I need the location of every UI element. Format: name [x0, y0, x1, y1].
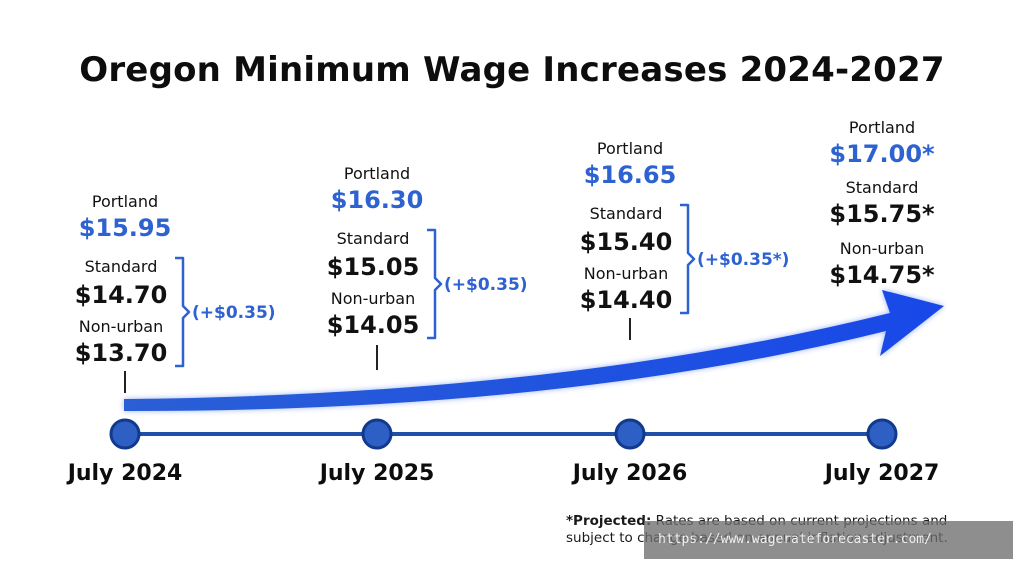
standard-value: $15.75* — [829, 200, 935, 228]
footnote-label: *Projected: — [566, 513, 652, 529]
nonurban-value: $13.70 — [75, 339, 168, 367]
portland-value: $16.30 — [331, 186, 424, 214]
timeline-node — [614, 418, 646, 450]
date-tick-label: July 2027 — [823, 461, 940, 486]
increase-bracket — [427, 228, 443, 340]
timeline-node — [109, 418, 141, 450]
timeline-node — [866, 418, 898, 450]
standard-label: Standard — [85, 257, 158, 276]
portland-value: $17.00* — [829, 140, 935, 168]
increase-label: (+$0.35*) — [697, 250, 789, 270]
date-tick-label: July 2024 — [66, 461, 183, 486]
nonurban-label: Non-urban — [584, 264, 669, 283]
portland-value: $15.95 — [79, 214, 172, 242]
standard-label: Standard — [337, 229, 410, 248]
standard-label: Standard — [590, 204, 663, 223]
date-tick-label: July 2025 — [318, 461, 435, 486]
portland-label: Portland — [849, 118, 915, 137]
standard-value: $14.70 — [75, 281, 168, 309]
increase-label: (+$0.35) — [444, 275, 528, 295]
timeline-node — [361, 418, 393, 450]
watermark-url: https://www.wagerateforecaster.com/ — [644, 521, 1013, 559]
nonurban-value: $14.05 — [327, 311, 420, 339]
page-title: Oregon Minimum Wage Increases 2024-2027 — [79, 50, 945, 90]
portland-label: Portland — [92, 192, 158, 211]
increase-label: (+$0.35) — [192, 303, 276, 323]
nonurban-label: Non-urban — [79, 317, 164, 336]
standard-label: Standard — [846, 178, 919, 197]
nonurban-label: Non-urban — [331, 289, 416, 308]
nonurban-value: $14.75* — [829, 261, 935, 289]
portland-label: Portland — [597, 139, 663, 158]
increase-bracket — [680, 203, 696, 315]
nonurban-label: Non-urban — [840, 239, 925, 258]
standard-value: $15.40 — [580, 228, 673, 256]
date-tick-label: July 2026 — [571, 461, 688, 486]
portland-label: Portland — [344, 164, 410, 183]
portland-value: $16.65 — [584, 161, 677, 189]
growth-arrow — [124, 290, 944, 412]
increase-bracket — [175, 256, 191, 368]
nonurban-value: $14.40 — [580, 286, 673, 314]
standard-value: $15.05 — [327, 253, 420, 281]
